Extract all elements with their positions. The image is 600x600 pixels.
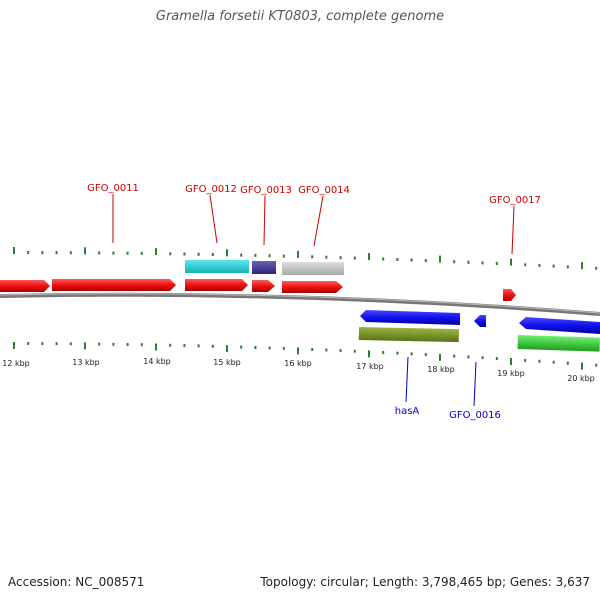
scale-label-19kbp: 19 kbp (497, 369, 525, 378)
lower-tick-row (13, 342, 598, 370)
gene-label-hasa: hasA (395, 406, 420, 417)
scale-label-16kbp: 16 kbp (284, 359, 312, 368)
scale-label-20kbp: 20 kbp (567, 374, 595, 383)
gene-arrow-gfo-0013 (252, 280, 275, 292)
cog-bar-gfo-0013 (252, 261, 276, 274)
cog-bar-gfo-0012 (185, 260, 249, 273)
cog-bar-hasa (358, 327, 459, 343)
leader-gfo-0016 (473, 361, 477, 407)
gene-label-gfo-0011: GFO_0011 (87, 183, 139, 194)
gene-arrow-gfo-0017 (503, 289, 516, 301)
gene-arrow-gfo-0012 (185, 279, 248, 291)
leader-gfo-0013 (263, 195, 266, 246)
gene-arrow-hasa (360, 310, 460, 325)
genome-backbone-highlight (0, 293, 600, 314)
gene-arrow-gfo-0016 (474, 315, 486, 327)
gene-arrow-gfo-0014 (282, 281, 343, 293)
scale-label-15kbp: 15 kbp (213, 358, 241, 367)
leader-gfo-0014 (313, 195, 324, 247)
genome-backbone (0, 292, 600, 316)
gene-arrow-gfo-0011 (52, 279, 176, 291)
gene-label-gfo-0013: GFO_0013 (240, 185, 292, 196)
upper-tick-row (13, 247, 598, 270)
scale-label-18kbp: 18 kbp (427, 365, 455, 374)
gene-label-gfo-0012: GFO_0012 (185, 184, 237, 195)
cog-bar-gfo-0018 (517, 335, 600, 352)
gene-label-gfo-0014: GFO_0014 (298, 185, 350, 196)
gene-arrow-gfo-0018 (519, 317, 600, 334)
accession-text: Accession: NC_008571 (8, 575, 145, 589)
gene-arrow-gfo-0010 (0, 280, 50, 292)
map-title: Gramella forsetii KT0803, complete genom… (155, 9, 445, 24)
scale-label-14kbp: 14 kbp (143, 357, 171, 366)
scale-label-17kbp: 17 kbp (356, 362, 384, 371)
genome-summary-text: Topology: circular; Length: 3,798,465 bp… (260, 575, 590, 589)
leader-gfo-0012 (209, 194, 218, 244)
leader-hasa (405, 356, 409, 403)
gene-label-gfo-0016: GFO_0016 (449, 410, 501, 421)
scale-label-12kbp: 12 kbp (2, 359, 30, 368)
gene-label-gfo-0017: GFO_0017 (489, 195, 541, 206)
scale-label-13kbp: 13 kbp (72, 358, 100, 367)
cog-bar-gfo-0014 (282, 262, 344, 275)
leader-gfo-0017 (511, 205, 515, 255)
